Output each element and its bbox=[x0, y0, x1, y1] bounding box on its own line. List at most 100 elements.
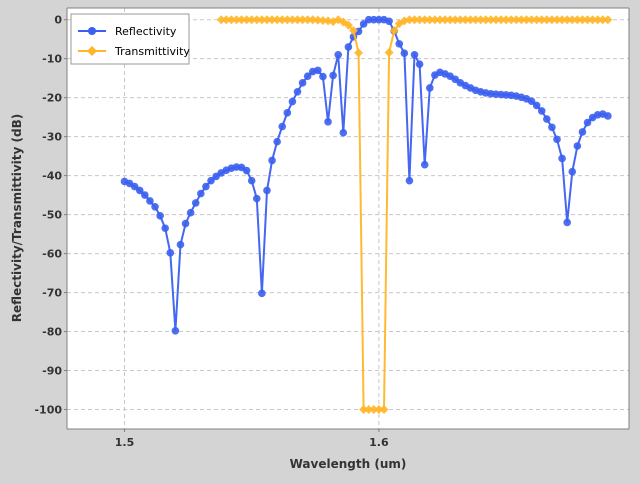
reflectivity-point bbox=[532, 101, 541, 110]
y-tick-label: -100 bbox=[34, 404, 62, 417]
transmittivity-point bbox=[247, 15, 257, 25]
transmittivity-point bbox=[292, 15, 302, 25]
reflectivity-point bbox=[242, 166, 251, 175]
reflectivity-point bbox=[283, 109, 292, 117]
x-axis-label: Wavelength (um) bbox=[290, 457, 407, 471]
transmittivity-point bbox=[557, 15, 567, 25]
reflectivity-point bbox=[339, 128, 348, 137]
transmittivity-point bbox=[511, 15, 521, 25]
reflectivity-point bbox=[293, 88, 302, 96]
reflectivity-point bbox=[288, 97, 297, 106]
reflectivity-point bbox=[247, 176, 256, 185]
reflectivity-point bbox=[395, 40, 404, 48]
transmittivity-point bbox=[598, 15, 608, 25]
y-tick-label: -10 bbox=[42, 53, 62, 66]
y-tick-label: -50 bbox=[42, 209, 62, 222]
transmittivity-point bbox=[216, 15, 226, 25]
reflectivity-point bbox=[548, 123, 556, 132]
reflectivity-point bbox=[410, 50, 419, 59]
reflectivity-point bbox=[181, 219, 190, 228]
y-tick-label: -80 bbox=[42, 326, 62, 339]
transmittivity-point bbox=[583, 15, 593, 25]
transmittivity-point bbox=[267, 15, 277, 25]
transmittivity-point bbox=[287, 15, 297, 25]
transmittivity-point bbox=[389, 26, 399, 36]
reflectivity-point bbox=[604, 112, 612, 120]
transmittivity-point bbox=[552, 15, 562, 25]
transmittivity-point bbox=[348, 26, 358, 36]
transmittivity-point bbox=[516, 15, 526, 25]
y-tick-label: -20 bbox=[42, 92, 62, 105]
transmittivity-point bbox=[501, 15, 511, 25]
reflectivity-point bbox=[171, 326, 180, 335]
transmittivity-point bbox=[445, 15, 455, 25]
transmittivity-point bbox=[532, 15, 542, 25]
transmittivity-point bbox=[542, 15, 552, 25]
transmittivity-point bbox=[415, 15, 425, 25]
transmittivity-point bbox=[298, 15, 308, 25]
transmittivity-point bbox=[384, 47, 394, 57]
reflectivity-point bbox=[334, 50, 343, 59]
reflectivity-point bbox=[359, 20, 368, 28]
reflectivity-point bbox=[329, 71, 337, 80]
reflectivity-point bbox=[141, 191, 149, 199]
reflectivity-point bbox=[156, 211, 164, 220]
reflectivity-point bbox=[151, 203, 159, 211]
transmittivity-point bbox=[527, 15, 537, 25]
x-tick-label: 1.5 bbox=[115, 436, 135, 449]
reflectivity-point bbox=[568, 167, 577, 176]
transmittivity-point bbox=[364, 405, 374, 415]
transmittivity-point bbox=[521, 15, 531, 25]
series-group bbox=[120, 15, 613, 415]
legend-reflectivity-label: Reflectivity bbox=[115, 25, 177, 38]
reflectivity-point bbox=[186, 208, 195, 217]
legend-transmittivity-label: Transmittivity bbox=[114, 45, 190, 58]
transmittivity-point bbox=[450, 15, 460, 25]
reflectivity-point bbox=[400, 49, 409, 58]
reflectivity-point bbox=[319, 72, 327, 81]
reflectivity-point bbox=[527, 97, 536, 105]
reflectivity-point bbox=[298, 79, 307, 87]
transmittivity-point bbox=[226, 15, 236, 25]
reflectivity-point bbox=[314, 66, 322, 75]
series-transmittivity bbox=[216, 15, 613, 415]
transmittivity-point bbox=[242, 15, 252, 25]
y-axis-label: Reflectivity/Transmittivity (dB) bbox=[10, 114, 24, 322]
transmittivity-point bbox=[440, 15, 450, 25]
reflectivity-point bbox=[161, 224, 170, 233]
transmittivity-point bbox=[455, 15, 465, 25]
transmittivity-point bbox=[303, 15, 313, 25]
reflectivity-point bbox=[278, 122, 287, 131]
transmittivity-point bbox=[237, 15, 247, 25]
reflectivity-point bbox=[583, 118, 592, 127]
reflectivity-point bbox=[176, 240, 185, 249]
y-tick-label: -90 bbox=[42, 365, 62, 378]
reflectivity-point bbox=[166, 249, 175, 257]
transmittivity-point bbox=[252, 15, 262, 25]
legend-transmittivity-marker bbox=[87, 46, 97, 56]
transmittivity-point bbox=[257, 15, 267, 25]
transmittivity-point bbox=[277, 15, 287, 25]
reflectivity-point bbox=[415, 60, 424, 68]
transmittivity-point bbox=[308, 15, 318, 25]
transmittivity-point bbox=[374, 405, 384, 415]
transmittivity-point bbox=[435, 15, 445, 25]
y-tick-label: 0 bbox=[54, 14, 62, 27]
transmittivity-point bbox=[425, 15, 435, 25]
transmittivity-point bbox=[588, 15, 598, 25]
reflectivity-point bbox=[578, 128, 587, 136]
transmittivity-point bbox=[221, 15, 231, 25]
reflectivity-point bbox=[258, 289, 266, 298]
transmittivity-point bbox=[506, 15, 516, 25]
y-ticks: 0 -10 -20 -30 -40 -50 -60 -70 -80 -90 -100 bbox=[34, 14, 67, 417]
transmittivity-point bbox=[420, 15, 430, 25]
y-tick-label: -70 bbox=[42, 287, 62, 300]
transmittivity-point bbox=[359, 405, 369, 415]
reflectivity-point bbox=[543, 115, 551, 123]
transmittivity-point bbox=[410, 15, 420, 25]
y-tick-label: -40 bbox=[42, 170, 62, 183]
transmittivity-point bbox=[496, 15, 506, 25]
transmittivity-point bbox=[404, 15, 414, 25]
